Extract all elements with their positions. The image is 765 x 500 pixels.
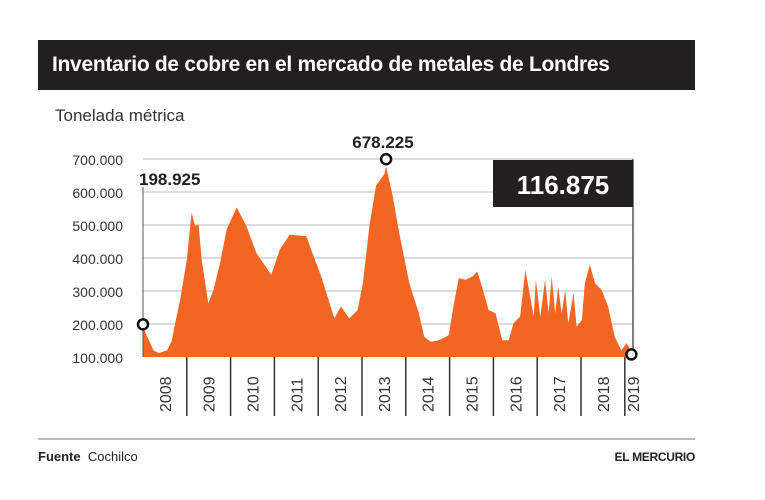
y-tick-label: 200.000: [72, 317, 123, 333]
marker-start: [136, 318, 150, 331]
x-tick-label: 2008: [158, 376, 175, 412]
latest-value-box: [493, 160, 633, 207]
footer-divider: [38, 438, 695, 440]
x-tick-label: 2019: [626, 376, 643, 412]
y-tick-label: 700.000: [72, 152, 123, 168]
chart-title: Inventario de cobre en el mercado de met…: [38, 40, 695, 90]
y-tick-label: 400.000: [72, 251, 123, 267]
marker-peak: [379, 152, 393, 166]
y-tick-label: 100.000: [72, 350, 123, 366]
marker-end: [625, 348, 638, 361]
y-tick-label: 600.000: [72, 185, 123, 201]
annotation-start-value: 198.925: [139, 170, 200, 189]
y-tick-label: 500.000: [72, 218, 123, 234]
source-note: Fuente Cochilco: [38, 449, 138, 464]
x-tick-label: 2009: [202, 376, 219, 412]
x-tick-label: 2010: [246, 376, 263, 412]
x-tick-label: 2016: [508, 376, 525, 412]
x-tick-label: 2014: [421, 376, 438, 412]
x-tick-label: 2017: [552, 376, 569, 412]
source-name: Cochilco: [87, 449, 138, 464]
latest-value: 116.875: [517, 170, 610, 200]
brand-logo: EL MERCURIO: [614, 450, 696, 464]
x-tick-label: 2011: [289, 377, 306, 412]
annotation-peak-value: 678.225: [352, 133, 413, 152]
y-axis-unit-label: Tonelada métrica: [55, 106, 185, 125]
source-label: Fuente: [38, 449, 81, 464]
x-tick-label: 2015: [465, 376, 482, 412]
x-tick-label: 2018: [596, 376, 613, 412]
x-tick-label: 2013: [377, 376, 394, 412]
y-tick-label: 300.000: [72, 284, 123, 300]
x-tick-label: 2012: [333, 376, 350, 412]
copper-inventory-area: [143, 166, 632, 357]
